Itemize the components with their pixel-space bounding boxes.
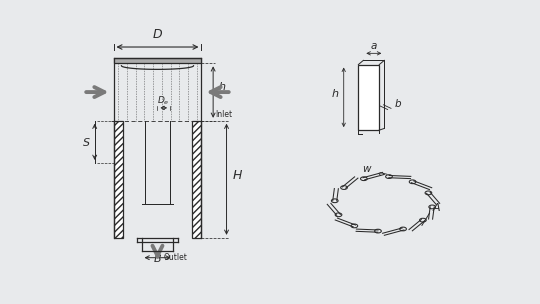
Polygon shape xyxy=(359,64,379,130)
Text: $H$: $H$ xyxy=(232,169,242,182)
Text: $S$: $S$ xyxy=(82,136,91,148)
Text: $b$: $b$ xyxy=(394,97,402,109)
Text: Outlet: Outlet xyxy=(164,253,187,262)
Text: $h$: $h$ xyxy=(331,87,340,99)
Text: $A$: $A$ xyxy=(431,201,441,213)
Bar xyxy=(192,121,201,238)
Text: $w$: $w$ xyxy=(362,164,373,174)
Text: $D_e$: $D_e$ xyxy=(157,94,170,107)
Text: $a$: $a$ xyxy=(370,41,377,51)
Bar xyxy=(113,121,123,238)
Text: $h$: $h$ xyxy=(218,80,226,92)
Text: Inlet: Inlet xyxy=(215,109,232,119)
Text: $D$: $D$ xyxy=(152,28,163,41)
Bar xyxy=(113,57,201,64)
Text: $B$: $B$ xyxy=(153,252,162,264)
